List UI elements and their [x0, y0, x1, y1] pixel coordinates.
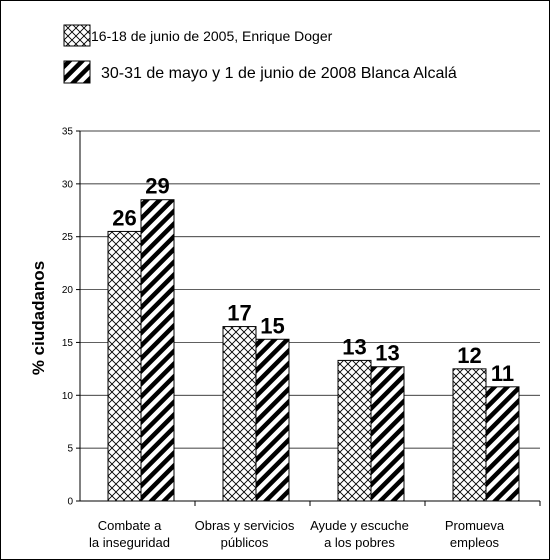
bar-2008 — [370, 366, 405, 502]
x-category-label: Promueva empleos — [445, 518, 505, 550]
bar-2005 — [337, 359, 372, 502]
bars — [107, 199, 520, 502]
x-category-label-line: a los pobres — [324, 535, 395, 550]
y-tick-label: 25 — [62, 232, 74, 243]
bar-2005 — [107, 230, 142, 502]
data-label: 15 — [260, 313, 284, 338]
x-category-label-line: Ayude y escuche — [310, 518, 409, 533]
legend-label-2005: 16-18 de junio de 2005, Enrique Doger — [91, 28, 333, 44]
axes — [79, 131, 541, 506]
data-label: 26 — [112, 205, 136, 230]
legend-swatch-2008 — [63, 60, 91, 84]
y-tick-label: 10 — [62, 391, 74, 402]
legend-label-2008: 30-31 de mayo y 1 de junio de 2008 Blanc… — [101, 65, 457, 82]
y-tick-label: 5 — [67, 444, 73, 455]
bar-2008 — [485, 386, 520, 502]
bar-2005 — [452, 368, 487, 502]
data-label: 29 — [145, 174, 169, 199]
y-tick-label: 20 — [62, 285, 74, 296]
x-category-label-line: Combate a — [98, 518, 162, 533]
legend: 16-18 de junio de 2005, Enrique Doger 30… — [63, 24, 457, 84]
data-label: 12 — [457, 343, 481, 368]
data-label: 13 — [342, 334, 366, 359]
x-axis-labels: Combate a la inseguridad Obras y servicios… — [89, 518, 505, 550]
x-category-label-line: públicos — [221, 535, 269, 550]
bar-2005 — [222, 326, 257, 502]
bar-2008 — [140, 199, 175, 502]
data-label: 17 — [227, 301, 251, 326]
legend-swatch-2005 — [63, 24, 91, 47]
x-category-label-line: Promueva — [445, 518, 505, 533]
data-label: 11 — [491, 361, 514, 386]
y-tick-label: 35 — [62, 127, 74, 138]
y-tick-label: 15 — [62, 338, 74, 349]
y-tick-label: 30 — [62, 179, 74, 190]
x-category-label: Obras y servicios públicos — [195, 518, 295, 550]
x-category-label: Ayude y escuche a los pobres — [310, 518, 409, 550]
x-category-label-line: Obras y servicios — [195, 518, 295, 533]
x-category-label: Combate a la inseguridad — [89, 518, 170, 550]
x-category-label-line: la inseguridad — [89, 535, 170, 550]
bar-2008 — [255, 338, 290, 502]
y-axis-ticks: 0 5 10 15 20 25 30 35 — [62, 127, 80, 508]
data-labels: 26 29 17 15 13 13 12 11 — [112, 174, 514, 386]
y-tick-label: 0 — [67, 497, 73, 508]
data-label: 13 — [375, 341, 399, 366]
x-category-label-line: empleos — [450, 535, 500, 550]
y-axis-label: % ciudadanos — [29, 261, 48, 375]
